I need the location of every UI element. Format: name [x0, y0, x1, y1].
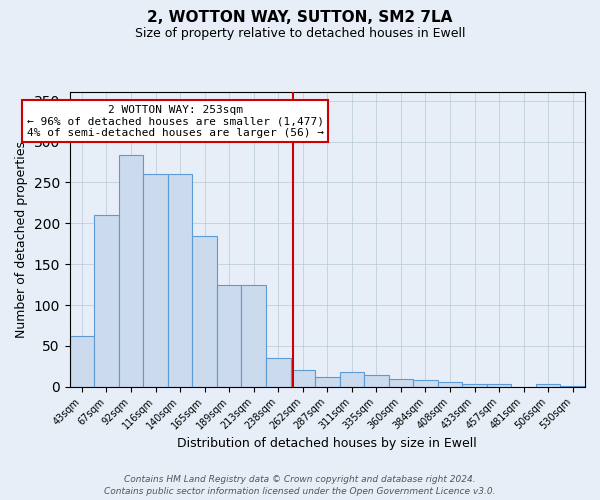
Bar	[438, 382, 462, 387]
Bar	[487, 384, 511, 387]
Bar	[168, 174, 193, 387]
Bar	[217, 284, 241, 387]
X-axis label: Distribution of detached houses by size in Ewell: Distribution of detached houses by size …	[178, 437, 477, 450]
Bar	[266, 358, 290, 387]
Text: Size of property relative to detached houses in Ewell: Size of property relative to detached ho…	[135, 28, 465, 40]
Text: 2 WOTTON WAY: 253sqm
← 96% of detached houses are smaller (1,477)
4% of semi-det: 2 WOTTON WAY: 253sqm ← 96% of detached h…	[26, 105, 323, 138]
Bar	[560, 386, 585, 387]
Bar	[94, 215, 119, 387]
Bar	[340, 372, 364, 387]
Bar	[462, 384, 487, 387]
Bar	[290, 370, 315, 387]
Bar	[143, 174, 168, 387]
Bar	[413, 380, 438, 387]
Bar	[193, 236, 217, 387]
Y-axis label: Number of detached properties: Number of detached properties	[15, 141, 28, 338]
Bar	[241, 284, 266, 387]
Bar	[119, 156, 143, 387]
Text: Contains HM Land Registry data © Crown copyright and database right 2024.
Contai: Contains HM Land Registry data © Crown c…	[104, 474, 496, 496]
Bar	[70, 336, 94, 387]
Text: 2, WOTTON WAY, SUTTON, SM2 7LA: 2, WOTTON WAY, SUTTON, SM2 7LA	[148, 10, 452, 25]
Bar	[364, 374, 389, 387]
Bar	[315, 377, 340, 387]
Bar	[389, 378, 413, 387]
Bar	[536, 384, 560, 387]
